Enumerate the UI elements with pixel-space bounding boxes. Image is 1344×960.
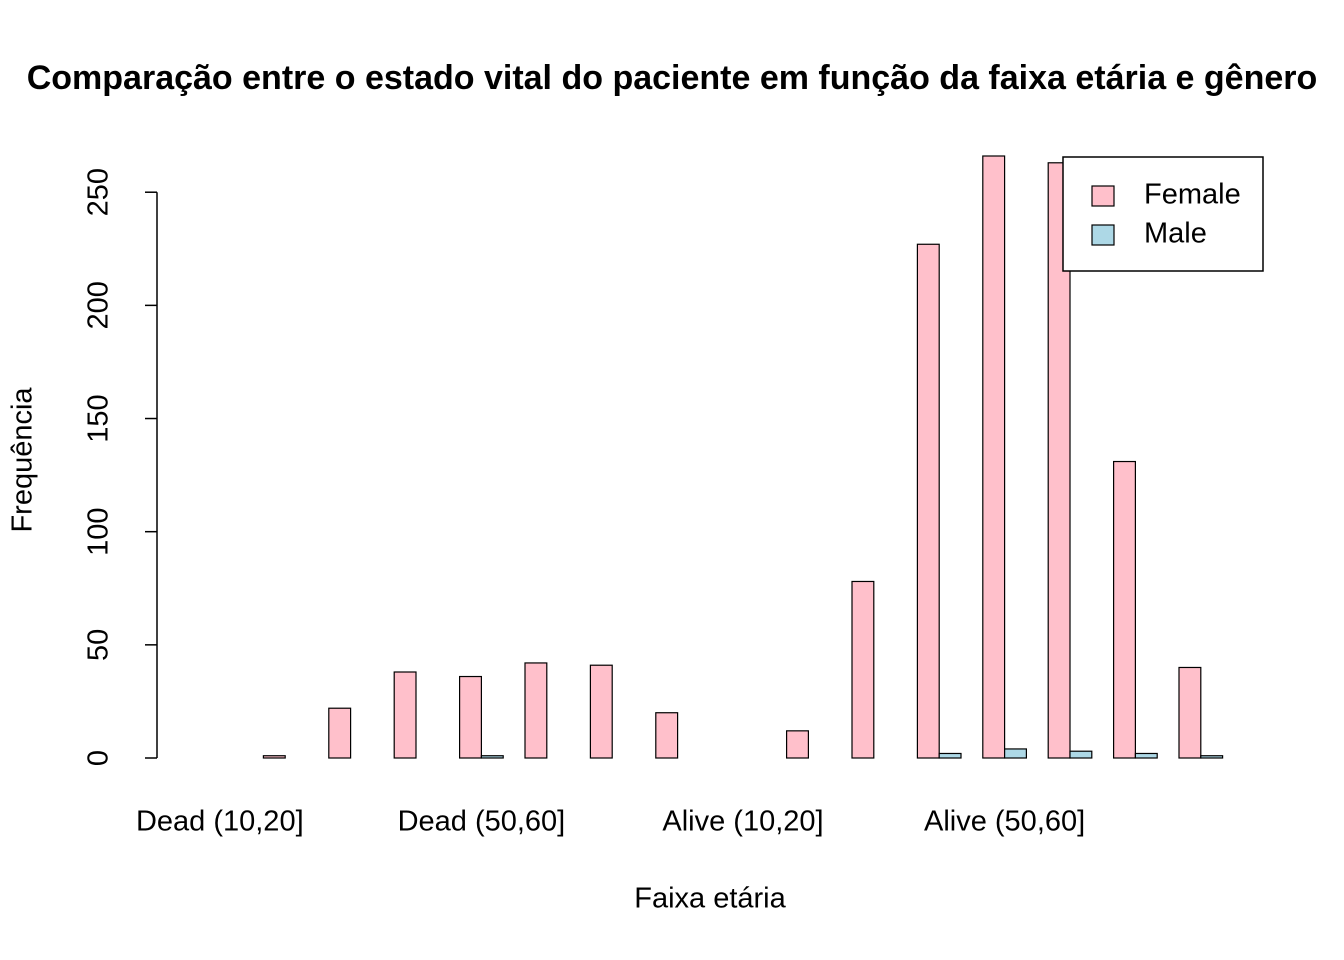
- bar: [916, 243, 940, 759]
- legend-swatch: [1091, 185, 1115, 207]
- bar: [982, 155, 1006, 759]
- y-tick-label: 150: [83, 394, 115, 442]
- bar: [1047, 162, 1071, 759]
- bar: [1178, 666, 1202, 759]
- bar: [262, 755, 286, 759]
- bar: [851, 580, 875, 759]
- chart-title: Comparação entre o estado vital do pacie…: [27, 59, 1318, 97]
- bar: [1200, 755, 1224, 759]
- x-tick-label: Dead (50,60]: [398, 806, 566, 838]
- y-tick-label: 100: [83, 507, 115, 555]
- legend-label: Male: [1144, 218, 1207, 250]
- bar: [328, 707, 352, 759]
- x-tick-label: Alive (10,20]: [662, 806, 823, 838]
- bar: [1112, 460, 1136, 759]
- bar: [393, 671, 417, 759]
- bar: [524, 662, 548, 759]
- x-axis-label: Faixa etária: [634, 883, 786, 915]
- bar: [589, 664, 613, 759]
- legend-box: [1062, 156, 1264, 272]
- bar: [1069, 750, 1093, 759]
- y-tick-label: 50: [83, 629, 115, 661]
- bar: [1003, 748, 1027, 759]
- x-tick-label: Alive (50,60]: [924, 806, 1085, 838]
- legend-label: Female: [1144, 179, 1241, 211]
- y-tick-label: 200: [83, 281, 115, 329]
- y-tick-label: 250: [83, 168, 115, 216]
- x-tick-label: Dead (10,20]: [136, 806, 304, 838]
- bar: [938, 752, 962, 759]
- bar: [785, 730, 809, 759]
- bar: [1134, 752, 1158, 759]
- y-axis-label: Frequência: [7, 387, 39, 533]
- bar: [655, 712, 679, 759]
- bar: [480, 755, 504, 759]
- legend-swatch: [1091, 224, 1115, 246]
- y-tick-label: 0: [83, 750, 115, 766]
- bar: [459, 675, 483, 759]
